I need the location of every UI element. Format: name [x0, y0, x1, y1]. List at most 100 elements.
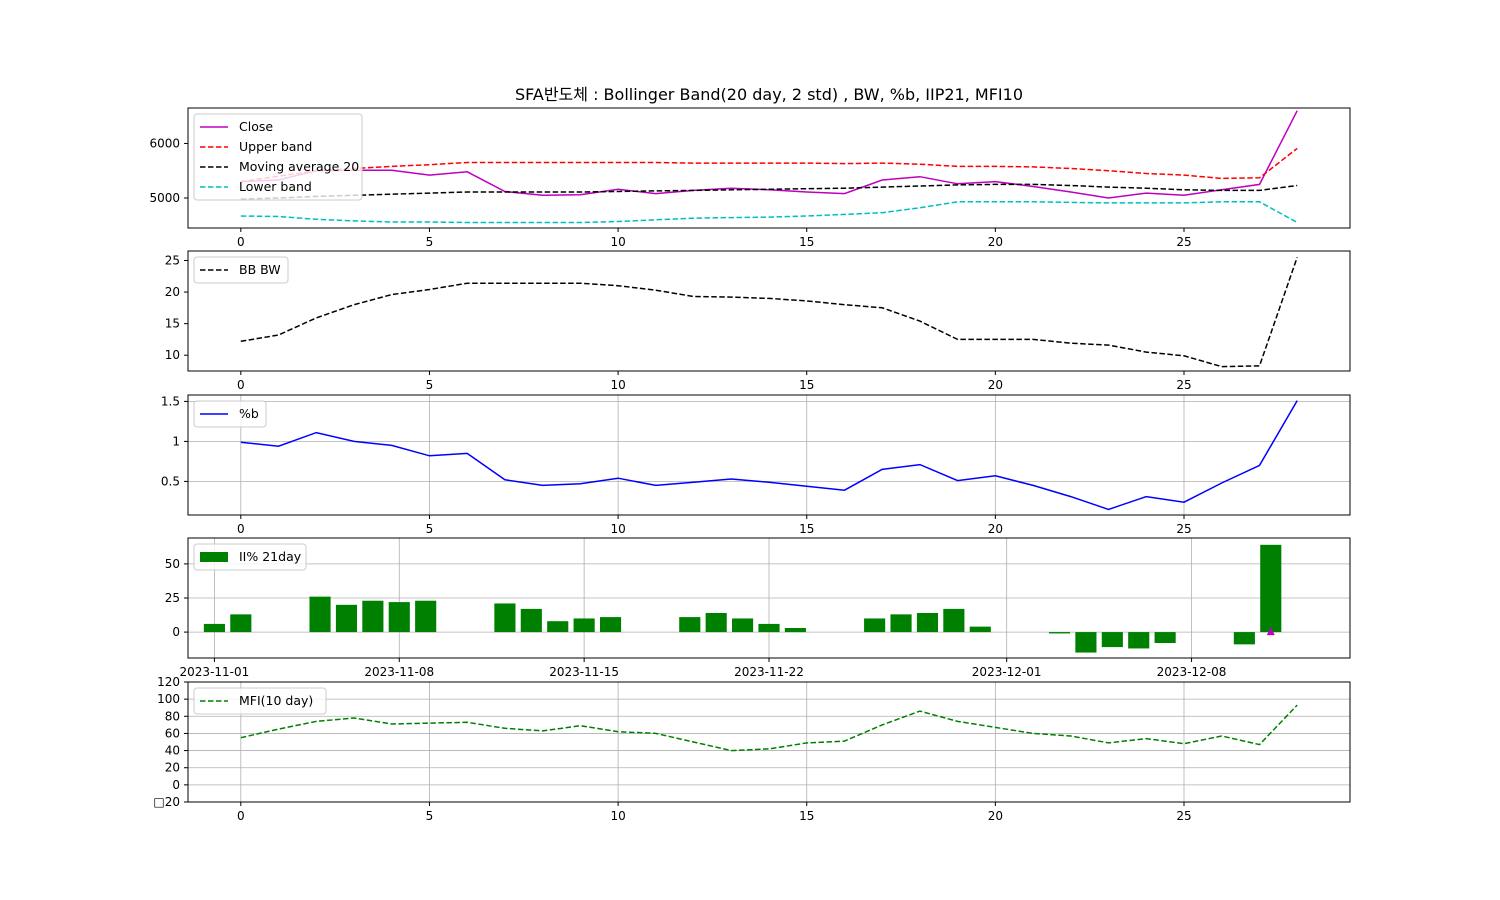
- y-tick-label: 0: [172, 778, 180, 792]
- x-tick-label: 25: [1176, 235, 1191, 249]
- y-tick-label: 60: [165, 726, 180, 740]
- bar: [599, 617, 622, 633]
- bar: [309, 596, 331, 633]
- y-tick-label: 80: [165, 709, 180, 723]
- chart-panel-2: 10 15 20 25 0 5 10 15 20 25 BB BW: [165, 250, 1351, 392]
- x-tick-label: 2023-11-22: [734, 665, 804, 679]
- bar: [1075, 632, 1097, 653]
- legend-box: [193, 687, 327, 715]
- x-tick-label: 15: [799, 809, 814, 823]
- y-tick-label: 120: [157, 675, 180, 689]
- bar: [573, 618, 595, 633]
- bar: [415, 600, 437, 633]
- legend-label: Close: [239, 119, 273, 134]
- x-tick-label: 0: [237, 235, 245, 249]
- plot-frame: [187, 537, 1351, 659]
- x-tick-label: 10: [610, 522, 625, 536]
- x-tick-label: 5: [426, 235, 434, 249]
- bar: [547, 621, 569, 633]
- bar: [1048, 632, 1071, 634]
- series-line-pb: [240, 400, 1298, 511]
- x-tick-label: 2023-12-08: [1157, 665, 1227, 679]
- bar: [494, 603, 516, 633]
- legend-label: Moving average 20: [239, 159, 359, 174]
- legend-label: MFI(10 day): [239, 693, 313, 708]
- x-tick-label: 5: [426, 522, 434, 536]
- bar: [969, 626, 991, 633]
- y-tick-label: 5000: [149, 191, 180, 205]
- x-tick-label: 20: [988, 378, 1003, 392]
- plot-frame: [187, 107, 1351, 229]
- bar: [230, 614, 252, 633]
- x-tick-label: 10: [610, 378, 625, 392]
- y-tick-label: 100: [157, 692, 180, 706]
- y-tick-label: 0: [172, 625, 180, 639]
- x-tick-label: 5: [426, 809, 434, 823]
- bar: [362, 600, 384, 633]
- legend-label: %b: [239, 406, 259, 421]
- legend-box: [193, 256, 289, 284]
- x-tick-label: 20: [988, 809, 1003, 823]
- x-tick-label: 15: [799, 235, 814, 249]
- y-tick-label: 40: [165, 744, 180, 758]
- bar: [943, 608, 965, 633]
- x-tick-label: 2023-11-15: [549, 665, 619, 679]
- y-tick-label: 1: [172, 434, 180, 448]
- marker-point: [1266, 627, 1275, 636]
- legend-box: [193, 543, 307, 571]
- bar: [705, 613, 727, 633]
- x-tick-label: 0: [237, 378, 245, 392]
- y-tick-label: 10: [165, 348, 180, 362]
- x-tick-label: 0: [237, 809, 245, 823]
- x-tick-label: 20: [988, 522, 1003, 536]
- plot-frame: [187, 681, 1351, 803]
- x-tick-label: 15: [799, 378, 814, 392]
- legend-label: II% 21day: [239, 549, 302, 564]
- x-tick-label: 0: [237, 522, 245, 536]
- legend-swatch: [200, 552, 228, 562]
- chart-panel-4: 0 25 50 2023-11-01 2023-11-08 2023-11-15 2023-…: [165, 537, 1351, 679]
- legend-box: [193, 400, 267, 428]
- y-tick-label: 25: [165, 253, 180, 267]
- x-tick-label: 2023-11-01: [180, 665, 250, 679]
- y-tick-label: 15: [165, 317, 180, 331]
- bar: [890, 614, 912, 633]
- x-tick-label: 25: [1176, 522, 1191, 536]
- bar: [1154, 632, 1176, 643]
- legend-label: Upper band: [239, 139, 312, 154]
- series-line-mfi: [240, 704, 1298, 752]
- x-tick-label: 25: [1176, 809, 1191, 823]
- series-line-lower: [240, 201, 1298, 224]
- y-tick-label: 6000: [149, 136, 180, 150]
- x-tick-label: 10: [610, 809, 625, 823]
- series-line-bw: [240, 257, 1298, 368]
- bar: [1260, 544, 1282, 633]
- x-tick-label: 2023-12-01: [972, 665, 1042, 679]
- chart-title: SFA반도체 : Bollinger Band(20 day, 2 std) ,…: [515, 85, 1023, 104]
- bar: [1101, 632, 1123, 648]
- chart-panel-3: 0.5 1 1.5 0 5 10 15 20 25 %b: [161, 394, 1351, 536]
- bar: [520, 608, 542, 633]
- bar: [732, 618, 754, 633]
- bar: [1128, 632, 1150, 649]
- chart-panel-5: □20 0 20 40 60 80 100 120 0 5 10 15 20 25 MFI(10 day): [153, 675, 1351, 823]
- bar: [916, 613, 939, 633]
- bar: [388, 602, 410, 633]
- y-tick-label: 50: [165, 557, 180, 571]
- chart-panel-1: 5000 6000 0 5 10 15 20 25 Close Upper band Moving …: [149, 107, 1351, 249]
- bar: [864, 618, 886, 633]
- bar: [203, 623, 225, 633]
- legend-label: BB BW: [239, 262, 281, 277]
- plot-frame: [187, 394, 1351, 516]
- series-line-upper: [240, 147, 1298, 183]
- bar: [784, 628, 806, 633]
- x-tick-label: 25: [1176, 378, 1191, 392]
- bar: [679, 617, 701, 633]
- bar: [1233, 632, 1255, 645]
- y-tick-label: 20: [165, 761, 180, 775]
- legend-label: Lower band: [239, 179, 312, 194]
- y-tick-label: 20: [165, 285, 180, 299]
- legend-box: [193, 113, 363, 201]
- y-tick-label: 25: [165, 591, 180, 605]
